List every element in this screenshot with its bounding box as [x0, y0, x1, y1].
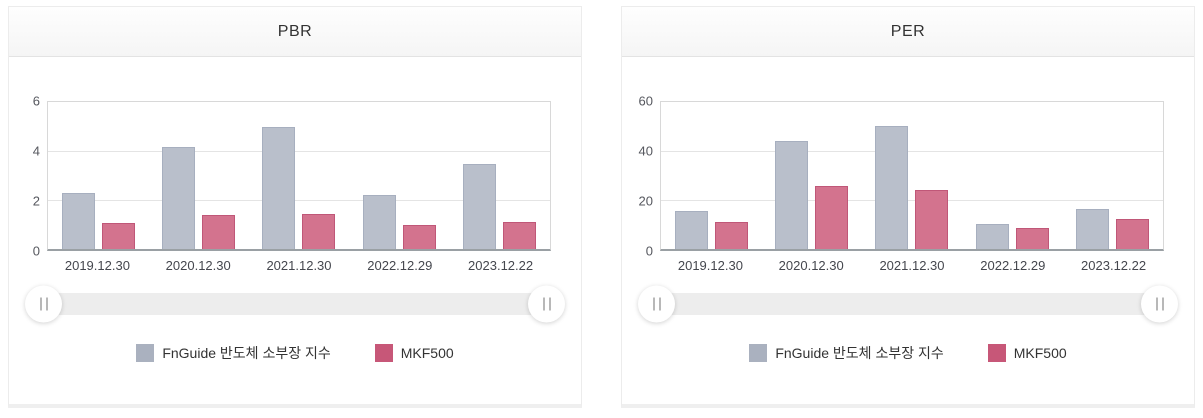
- y-axis: 6 4 2 0: [17, 94, 47, 259]
- slider-handle-left[interactable]: [638, 285, 675, 323]
- bar-fnguide-2023.12.22[interactable]: [463, 164, 497, 249]
- x-axis-labels: 2019.12.30 2020.12.30 2021.12.30 2022.12.29…: [660, 258, 1164, 273]
- bar-fnguide-2021.12.30[interactable]: [875, 125, 909, 249]
- x-axis-label: 2023.12.22: [468, 258, 534, 273]
- slider-handle-left[interactable]: [25, 285, 62, 323]
- x-axis-label: 2021.12.30: [266, 258, 332, 273]
- pbr-chart-body: 6 4 2 0: [17, 94, 551, 259]
- x-axis-label: 2022.12.29: [367, 258, 433, 273]
- bar-group-2020.12.30: [162, 102, 236, 249]
- bar-mkf500-2019.12.30[interactable]: [714, 222, 748, 249]
- bar-mkf500-2020.12.30[interactable]: [815, 186, 849, 249]
- grip-icon: [652, 297, 661, 311]
- bar-mkf500-2023.12.22[interactable]: [1116, 218, 1150, 249]
- legend-label: FnGuide 반도체 소부장 지수: [775, 345, 944, 361]
- per-chart-body: 60 40 20 0: [630, 94, 1164, 259]
- date-range-slider: [638, 285, 1178, 323]
- slider-handle-right[interactable]: [528, 285, 565, 323]
- bar-group-2021.12.30: [262, 102, 336, 249]
- y-tick-label: 4: [32, 143, 40, 159]
- legend-item-mkf500[interactable]: MKF500: [374, 344, 454, 362]
- y-tick-label: 6: [32, 93, 40, 109]
- chart-title: PER: [890, 22, 926, 40]
- x-axis-label: 2022.12.29: [980, 258, 1046, 273]
- bar-fnguide-2020.12.30[interactable]: [162, 146, 196, 249]
- chart-legend: FnGuide 반도체 소부장 지수 MKF500: [622, 343, 1194, 363]
- grip-icon: [1155, 297, 1164, 311]
- bar-group-2020.12.30: [775, 102, 849, 249]
- bar-group-2019.12.30: [674, 102, 748, 249]
- legend-label: MKF500: [400, 345, 454, 361]
- legend-item-fnguide[interactable]: FnGuide 반도체 소부장 지수: [749, 343, 944, 363]
- bar-fnguide-2020.12.30[interactable]: [775, 140, 809, 249]
- x-axis-label: 2019.12.30: [677, 258, 743, 273]
- x-axis-label: 2020.12.30: [778, 258, 844, 273]
- plot-area: [660, 101, 1164, 251]
- grip-icon: [39, 297, 48, 311]
- x-axis-labels: 2019.12.30 2020.12.30 2021.12.30 2022.12.29…: [47, 258, 551, 273]
- bar-fnguide-2019.12.30[interactable]: [674, 211, 708, 249]
- per-chart-header: PER: [622, 7, 1194, 57]
- bar-mkf500-2022.12.29[interactable]: [1015, 228, 1049, 249]
- gridline: [48, 200, 550, 201]
- bar-groups: [48, 102, 550, 249]
- bar-group-2019.12.30: [61, 102, 135, 249]
- legend-swatch: [374, 344, 393, 362]
- slider-track[interactable]: [41, 293, 549, 315]
- y-tick-label: 60: [638, 93, 653, 109]
- y-tick-label: 40: [638, 143, 653, 159]
- y-tick-label: 0: [32, 243, 40, 259]
- bar-fnguide-2022.12.29[interactable]: [975, 224, 1009, 249]
- legend-item-mkf500[interactable]: MKF500: [987, 344, 1067, 362]
- x-axis-label: 2021.12.30: [879, 258, 945, 273]
- legend-label: FnGuide 반도체 소부장 지수: [162, 345, 331, 361]
- grip-icon: [542, 297, 551, 311]
- y-axis: 60 40 20 0: [630, 94, 660, 259]
- slider-handle-right[interactable]: [1141, 285, 1178, 323]
- per-chart-card: PER 60 40 20 0 2019.12.30 2020.12.30 2021.12.…: [621, 6, 1195, 408]
- chart-title: PBR: [277, 22, 313, 40]
- bar-group-2021.12.30: [875, 102, 949, 249]
- legend-swatch: [987, 344, 1006, 362]
- x-axis-label: 2019.12.30: [64, 258, 130, 273]
- x-axis-label: 2020.12.30: [165, 258, 231, 273]
- legend-item-fnguide[interactable]: FnGuide 반도체 소부장 지수: [136, 343, 331, 363]
- legend-label: MKF500: [1013, 345, 1067, 361]
- x-axis-label: 2023.12.22: [1081, 258, 1147, 273]
- date-range-slider: [25, 285, 565, 323]
- plot-area: [47, 101, 551, 251]
- gridline: [661, 200, 1163, 201]
- pbr-chart-header: PBR: [9, 7, 581, 57]
- bar-mkf500-2019.12.30[interactable]: [101, 223, 135, 249]
- y-tick-label: 2: [32, 193, 40, 209]
- bar-mkf500-2021.12.30[interactable]: [302, 213, 336, 249]
- y-tick-label: 20: [638, 193, 653, 209]
- gridline: [48, 151, 550, 152]
- gridline: [661, 151, 1163, 152]
- legend-swatch: [749, 344, 768, 362]
- bar-mkf500-2020.12.30[interactable]: [202, 214, 236, 249]
- bar-fnguide-2023.12.22[interactable]: [1076, 208, 1110, 249]
- bar-fnguide-2022.12.29[interactable]: [362, 194, 396, 249]
- slider-track[interactable]: [654, 293, 1162, 315]
- bar-mkf500-2021.12.30[interactable]: [915, 189, 949, 249]
- y-tick-label: 0: [645, 243, 653, 259]
- legend-swatch: [136, 344, 155, 362]
- bar-group-2022.12.29: [362, 102, 436, 249]
- bar-groups: [661, 102, 1163, 249]
- bar-group-2022.12.29: [975, 102, 1049, 249]
- bar-fnguide-2021.12.30[interactable]: [262, 127, 296, 249]
- chart-legend: FnGuide 반도체 소부장 지수 MKF500: [9, 343, 581, 363]
- bar-mkf500-2022.12.29[interactable]: [402, 225, 436, 249]
- bar-group-2023.12.22: [1076, 102, 1150, 249]
- bar-fnguide-2019.12.30[interactable]: [61, 192, 95, 249]
- bar-mkf500-2023.12.22[interactable]: [503, 222, 537, 249]
- bar-group-2023.12.22: [463, 102, 537, 249]
